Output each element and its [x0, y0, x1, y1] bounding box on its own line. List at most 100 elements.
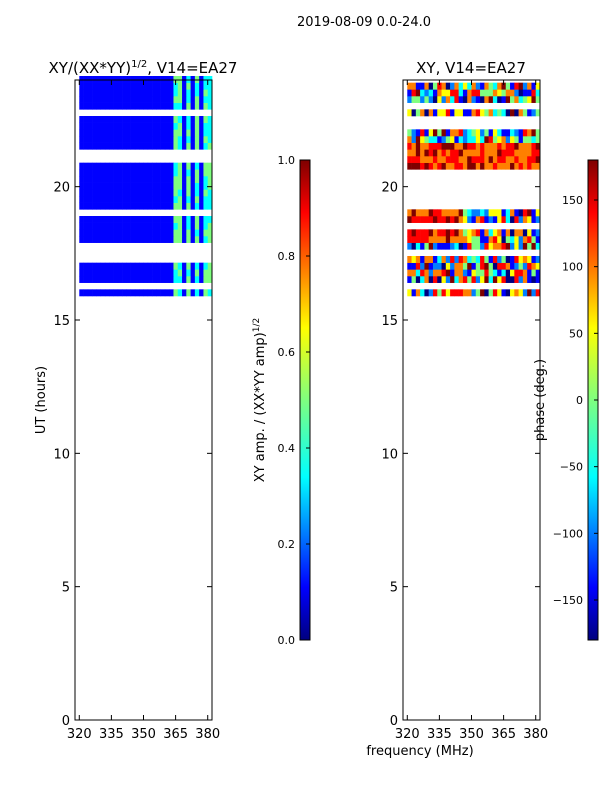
- heatmap-cell: [535, 142, 541, 150]
- heatmap-cell: [450, 136, 455, 143]
- heatmap-cell: [173, 136, 179, 143]
- heatmap-cell: [480, 229, 485, 237]
- heatmap-cell: [501, 142, 507, 150]
- heatmap-cell: [531, 82, 537, 90]
- heatmap-cell: [186, 236, 191, 243]
- heatmap-cell: [152, 176, 157, 183]
- heatmap-cell: [535, 89, 541, 97]
- heatmap-cell: [484, 242, 489, 250]
- heatmap-cell: [117, 289, 123, 297]
- heatmap-cell: [79, 262, 84, 270]
- heatmap-cell: [462, 156, 468, 163]
- heatmap-cell: [109, 76, 114, 83]
- heatmap-cell: [407, 262, 412, 270]
- heatmap-cell: [177, 182, 183, 190]
- heatmap-cell: [109, 222, 114, 230]
- heatmap-cell: [186, 196, 191, 203]
- heatmap-cell: [432, 129, 438, 137]
- heatmap-cell: [173, 269, 179, 277]
- heatmap-cell: [134, 116, 140, 123]
- heatmap-cell: [415, 262, 421, 270]
- heatmap-cell: [428, 209, 434, 217]
- heatmap-cell: [484, 236, 489, 243]
- x-tick-label: 380: [523, 727, 548, 742]
- heatmap-cell: [177, 102, 183, 110]
- heatmap-cell: [147, 276, 153, 283]
- heatmap-cell: [126, 229, 131, 237]
- heatmap-cell: [147, 222, 153, 230]
- heatmap-cell: [117, 136, 123, 143]
- heatmap-cell: [122, 216, 127, 223]
- heatmap-cell: [139, 196, 144, 203]
- heatmap-cell: [518, 289, 524, 297]
- heatmap-cell: [510, 216, 515, 223]
- heatmap-cell: [492, 269, 498, 277]
- heatmap-cell: [424, 209, 429, 217]
- heatmap-cell: [471, 209, 477, 217]
- heatmap-cell: [156, 122, 161, 130]
- heatmap-cell: [79, 189, 84, 197]
- heatmap-cell: [441, 82, 447, 90]
- heatmap-cell: [130, 136, 136, 143]
- heatmap-cell: [87, 82, 93, 90]
- heatmap-cell: [424, 156, 429, 163]
- heatmap-cell: [518, 129, 524, 137]
- heatmap-cell: [420, 242, 425, 250]
- heatmap-cell: [432, 216, 438, 223]
- heatmap-cell: [445, 236, 451, 243]
- heatmap-cell: [203, 96, 209, 103]
- heatmap-cell: [177, 162, 183, 170]
- phase-colorbar: −150 −100 −50 0 50 100 150 phase (deg.): [533, 159, 599, 641]
- heatmap-cell: [139, 262, 144, 270]
- heatmap-cell: [96, 102, 101, 110]
- heatmap-cell: [83, 189, 89, 197]
- heatmap-cell: [186, 102, 191, 110]
- heatmap-cell: [432, 229, 438, 237]
- heatmap-cell: [92, 162, 97, 170]
- heatmap-cell: [79, 162, 84, 170]
- heatmap-cell: [501, 82, 507, 90]
- heatmap-cell: [130, 289, 136, 297]
- heatmap-cell: [104, 89, 110, 97]
- heatmap-cell: [143, 116, 149, 123]
- y-tick-label: 0: [62, 714, 70, 729]
- heatmap-cell: [462, 242, 468, 250]
- x-tick-label: 365: [491, 727, 516, 742]
- heatmap-cell: [139, 82, 144, 90]
- heatmap-cell: [207, 169, 213, 177]
- heatmap-cell: [152, 182, 157, 190]
- heatmap-cell: [164, 136, 170, 143]
- heatmap-cell: [514, 256, 519, 263]
- heatmap-cell: [203, 276, 209, 283]
- heatmap-cell: [164, 276, 170, 283]
- heatmap-cell: [432, 236, 438, 243]
- heatmap-cell: [173, 262, 179, 270]
- heatmap-cell: [169, 222, 174, 230]
- heatmap-cell: [109, 96, 114, 103]
- heatmap-cell: [126, 89, 131, 97]
- heatmap-cell: [182, 269, 187, 277]
- heatmap-cell: [160, 96, 166, 103]
- heatmap-cell: [83, 122, 89, 130]
- heatmap-cell: [182, 89, 187, 97]
- heatmap-cell: [79, 222, 84, 230]
- heatmap-cell: [199, 129, 204, 137]
- y-tick-label: 5: [390, 581, 398, 596]
- heatmap-cell: [441, 89, 447, 97]
- heatmap-cell: [126, 189, 131, 197]
- heatmap-cell: [415, 89, 421, 97]
- heatmap-cell: [514, 156, 519, 163]
- heatmap-cell: [126, 216, 131, 223]
- heatmap-cell: [420, 149, 425, 157]
- heatmap-cell: [199, 76, 204, 83]
- heatmap-cell: [113, 76, 119, 83]
- heatmap-cell: [484, 256, 489, 263]
- heatmap-cell: [177, 222, 183, 230]
- heatmap-cell: [182, 262, 187, 270]
- heatmap-cell: [505, 96, 511, 103]
- x-tick-label: 350: [131, 727, 156, 742]
- heatmap-cell: [432, 136, 438, 143]
- heatmap-cell: [514, 82, 519, 90]
- heatmap-cell: [484, 276, 489, 283]
- heatmap-cell: [122, 202, 127, 210]
